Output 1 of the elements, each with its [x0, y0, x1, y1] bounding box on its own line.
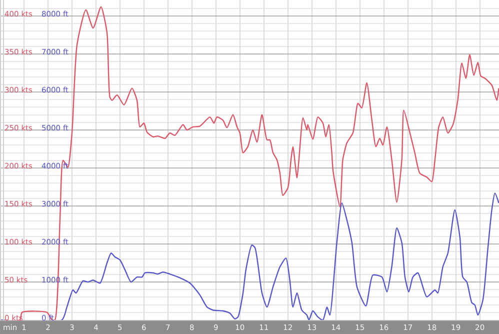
line-series — [0, 192, 499, 320]
